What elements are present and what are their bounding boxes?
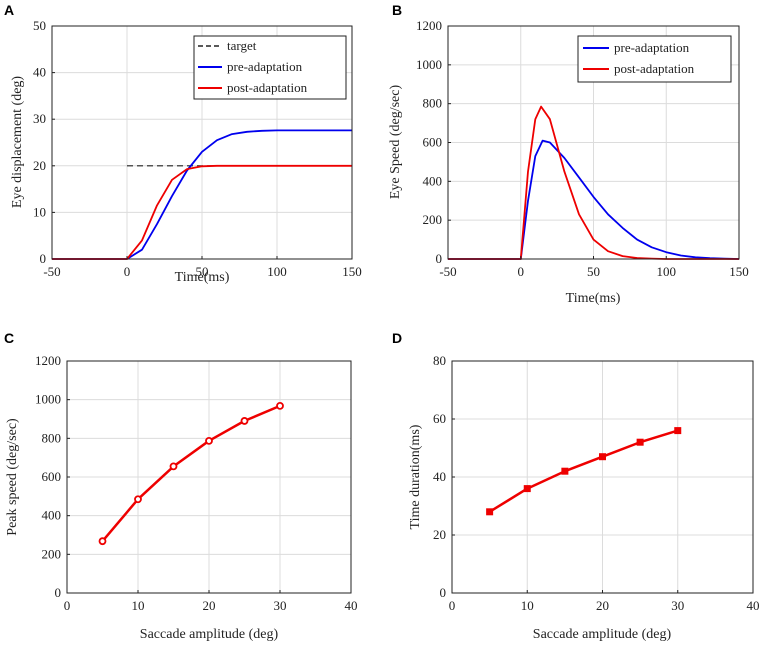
panel-a-ytick-label: 40 <box>33 65 46 80</box>
panel-b-xlabel: Time(ms) <box>566 291 621 306</box>
panel-b-letter: B <box>392 2 402 18</box>
panel-b-legend-box <box>577 35 732 83</box>
panel-a-ytick-label: 50 <box>33 18 46 33</box>
panel-b-legend: pre-adaptation post-adaptation <box>577 35 732 83</box>
panel-c-letter: C <box>4 330 14 346</box>
panel-c-xtick-label: 40 <box>345 598 358 613</box>
panel-d-xtick-label: 0 <box>449 598 456 613</box>
panel-b-series-pre-adaptation <box>448 139 740 260</box>
panel-b-ytick-label: 1200 <box>416 18 442 33</box>
panel-a-ylabel: Eye displacement (deg) <box>10 76 25 209</box>
panel-d: D 0 10 20 30 40 0 20 40 60 80 Saccade amplitude (… <box>392 330 760 642</box>
panel-a-legend-pre: pre-adaptation <box>227 59 303 74</box>
panel-c-data-point <box>169 462 178 471</box>
panel-c-xlabel: Saccade amplitude (deg) <box>140 627 279 642</box>
panel-d-letter: D <box>392 330 402 346</box>
panel-c-ytick-label: 200 <box>42 546 62 561</box>
panel-d-data-point <box>561 467 569 475</box>
panel-c-ytick-label: 1000 <box>35 392 61 407</box>
panel-d-ytick-label: 60 <box>433 411 446 426</box>
panel-b-ytick-label: 1000 <box>416 57 442 72</box>
panel-c-series <box>98 401 284 546</box>
panel-b-ytick-label: 800 <box>423 96 443 111</box>
panel-a-legend-target: target <box>227 38 257 53</box>
panel-c-xtick-label: 30 <box>274 598 287 613</box>
panel-c-data-point <box>276 401 284 410</box>
panel-d-xlabel: Saccade amplitude (deg) <box>533 627 672 642</box>
panel-a-series-post-adaptation <box>52 164 352 260</box>
panel-d-series <box>486 427 682 516</box>
panel-c-series-peak-speed <box>101 404 281 543</box>
panel-b-ytick-label: 600 <box>423 135 443 150</box>
panel-b-ytick-label: 200 <box>423 212 443 227</box>
panel-c-ytick-label: 1200 <box>35 353 61 368</box>
panel-d-ytick-label: 0 <box>440 585 447 600</box>
panel-b-xtick-label: 150 <box>729 264 749 279</box>
panel-a-xtick-label: 100 <box>267 264 287 279</box>
panel-d-ytick-label: 40 <box>433 469 446 484</box>
panel-b-xtick-label: 100 <box>657 264 677 279</box>
panel-d-data-point <box>599 453 606 461</box>
panel-a-ytick-label: 20 <box>33 158 46 173</box>
panel-b-series-post-adaptation <box>448 105 739 260</box>
panel-a-ytick-label: 0 <box>40 251 47 266</box>
panel-d-ticks: 0 10 20 30 40 0 20 40 60 80 <box>433 353 760 613</box>
panel-a-xtick-label: 0 <box>124 264 131 279</box>
panel-d-data-point <box>486 508 494 516</box>
panel-a-legend: target pre-adaptation post-adaptation <box>193 35 347 100</box>
panel-b-legend-pre: pre-adaptation <box>614 40 690 55</box>
panel-d-xtick-label: 30 <box>671 598 684 613</box>
panel-b-xtick-label: 50 <box>587 264 600 279</box>
panel-c-data-point <box>205 436 213 445</box>
panel-b-xtick-label: -50 <box>439 264 456 279</box>
panel-a-series <box>52 129 352 260</box>
panel-d-xtick-label: 40 <box>747 598 760 613</box>
panel-b-ytick-label: 400 <box>423 173 443 188</box>
panel-c-xtick-label: 20 <box>203 598 216 613</box>
panel-d-data-point <box>636 438 644 446</box>
panel-b-ytick-label: 0 <box>436 251 443 266</box>
panel-d-data-point <box>674 427 682 435</box>
panel-d-xtick-label: 20 <box>596 598 609 613</box>
panel-c-ytick-label: 0 <box>55 585 62 600</box>
panel-c-ytick-label: 400 <box>42 508 62 523</box>
panel-c-xtick-label: 0 <box>64 598 71 613</box>
panel-c-data-point <box>98 537 107 546</box>
panel-a-xtick-label: 50 <box>196 264 209 279</box>
panel-a-xtick-label: 150 <box>342 264 362 279</box>
panel-c-ylabel: Peak speed (deg/sec) <box>5 418 20 536</box>
panel-a-xlabel: Time(ms) <box>175 270 230 285</box>
panel-c-ytick-label: 800 <box>42 430 62 445</box>
panel-c-data-point <box>240 417 249 425</box>
panel-a-letter: A <box>4 2 14 18</box>
panel-b-xtick-label: 0 <box>518 264 525 279</box>
panel-a-series-pre-adaptation <box>52 129 352 260</box>
panel-d-series-duration <box>488 429 679 513</box>
panel-a-xtick-label: -50 <box>43 264 60 279</box>
panel-a-legend-post: post-adaptation <box>227 80 308 95</box>
panel-b-ylabel: Eye Speed (deg/sec) <box>388 85 403 200</box>
panel-d-ytick-label: 20 <box>433 527 446 542</box>
panel-d-ylabel: Time duration(ms) <box>408 424 423 529</box>
panel-c-ytick-label: 600 <box>42 469 62 484</box>
panel-c-data-point <box>134 495 142 504</box>
panel-d-ytick-label: 80 <box>433 353 446 368</box>
panel-d-data-point <box>523 485 531 493</box>
panel-d-xtick-label: 10 <box>521 598 534 613</box>
panel-b-legend-post: post-adaptation <box>614 61 695 76</box>
panel-c-xtick-label: 10 <box>132 598 145 613</box>
panel-a-ytick-label: 30 <box>33 111 46 126</box>
panel-b-series <box>448 105 740 260</box>
panel-a-ytick-label: 10 <box>33 204 46 219</box>
